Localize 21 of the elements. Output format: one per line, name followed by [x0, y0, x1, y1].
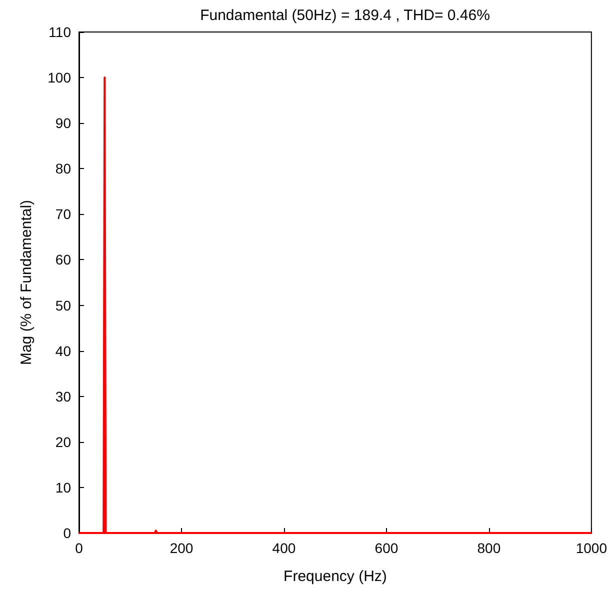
y-tick-label: 80 — [55, 160, 72, 177]
y-tick-label: 30 — [55, 388, 72, 404]
x-axis-title: Frequency (Hz) — [284, 568, 387, 585]
x-tick-label: 200 — [170, 540, 194, 556]
x-tick-label: 600 — [374, 540, 398, 556]
x-tick-label: 800 — [477, 540, 501, 556]
chart-title: Fundamental (50Hz) = 189.4 , THD= 0.46% — [200, 7, 490, 24]
x-tick-label: 400 — [272, 540, 296, 556]
y-tick-label: 10 — [55, 479, 72, 496]
y-tick-label: 70 — [55, 206, 72, 222]
y-tick-label: 20 — [55, 434, 72, 450]
y-tick-label: 110 — [48, 24, 72, 40]
y-tick-label: 90 — [55, 115, 72, 132]
x-tick-label: 1000 — [576, 540, 608, 556]
y-tick-label: 0 — [63, 525, 72, 541]
x-tick-label: 0 — [75, 540, 84, 556]
y-tick-label: 50 — [55, 297, 72, 314]
y-tick-label: 60 — [55, 252, 72, 268]
y-tick-label: 100 — [48, 70, 72, 86]
y-axis-title: Mag (% of Fundamental) — [18, 200, 35, 366]
y-tick-label: 40 — [55, 342, 72, 359]
